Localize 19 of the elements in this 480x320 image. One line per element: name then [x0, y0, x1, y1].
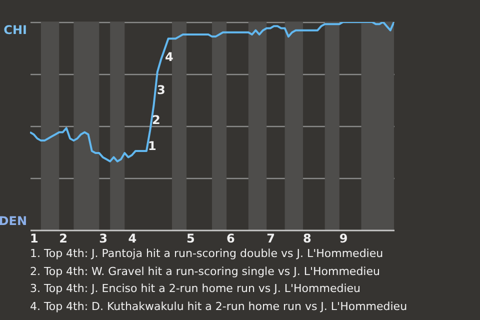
text: CHI — [4, 23, 27, 37]
text: 4. Top 4th: D. Kuthakwakulu hit a 2-run home run vs J. L'Hommedieu — [30, 298, 408, 314]
x-tick-label: 2 — [59, 232, 68, 246]
annotation: 4 — [165, 49, 174, 65]
text: DEN — [0, 214, 27, 228]
annotation: 3 — [157, 82, 166, 98]
x-tick-label: 7 — [266, 232, 275, 246]
text: 2. Top 4th: W. Gravel hit a run-scoring single vs J. L'Hommedieu — [30, 264, 381, 280]
x-tick-label: 1 — [30, 232, 38, 246]
x-tick-label: 5 — [186, 232, 195, 246]
x-tick-label: 4 — [128, 232, 137, 246]
annotation: 1 — [148, 138, 156, 154]
x-tick-label: 9 — [339, 232, 348, 246]
x-tick-label: 3 — [99, 232, 108, 246]
text: 3. Top 4th: J. Enciso hit a 2-run home run vs J. L'Hommedieu — [30, 281, 362, 297]
annotation: 2 — [152, 112, 160, 128]
x-tick-label: 8 — [302, 232, 312, 246]
text: 1. Top 4th: J. Pantoja hit a run-scoring double vs J. L'Hommedieu — [30, 246, 384, 262]
x-tick-label: 6 — [226, 232, 235, 246]
